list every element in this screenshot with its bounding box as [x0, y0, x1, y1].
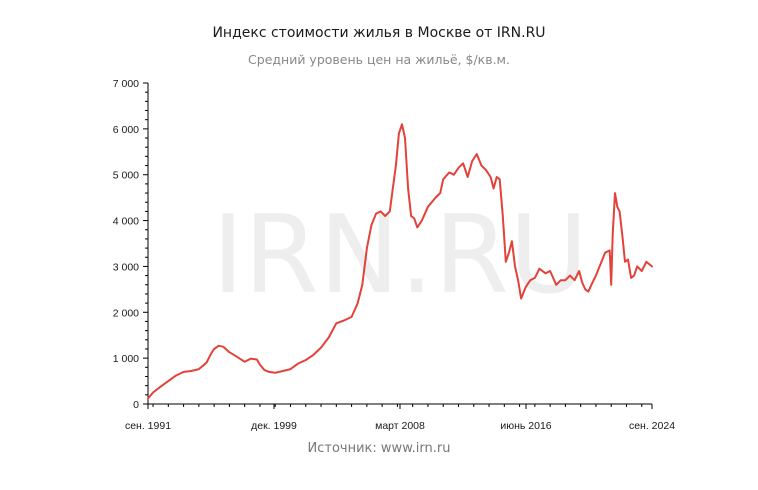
- y-tick-label: 2 000: [113, 307, 139, 319]
- y-tick-label: 4 000: [113, 216, 139, 228]
- series-line-price: [147, 123, 653, 400]
- y-tick-label: 0: [133, 399, 139, 411]
- y-tick-label: 1 000: [113, 353, 139, 365]
- x-tick-label: март 2008: [375, 420, 425, 432]
- x-tick-label: сен. 2024: [629, 420, 675, 432]
- chart-title: Индекс стоимости жилья в Москве от IRN.R…: [212, 25, 546, 41]
- tick-labels: 0 1 000 2 000 3 000 4 000 5 000 6 000 7 000 сен.…: [113, 78, 675, 432]
- ticks: [143, 82, 653, 409]
- y-tick-label: 5 000: [113, 170, 139, 182]
- y-tick-label: 3 000: [113, 261, 139, 273]
- x-tick-label: дек. 1999: [251, 420, 297, 432]
- y-tick-label: 6 000: [113, 124, 139, 136]
- x-tick-label: сен. 1991: [125, 420, 171, 432]
- chart-subtitle: Средний уровень цен на жильё, $/кв.м.: [248, 52, 510, 67]
- x-tick-label: июнь 2016: [500, 420, 551, 432]
- watermark: IRN.RU: [212, 193, 588, 318]
- chart-source: Источник: www.irn.ru: [307, 441, 451, 456]
- y-tick-label: 7 000: [113, 78, 139, 90]
